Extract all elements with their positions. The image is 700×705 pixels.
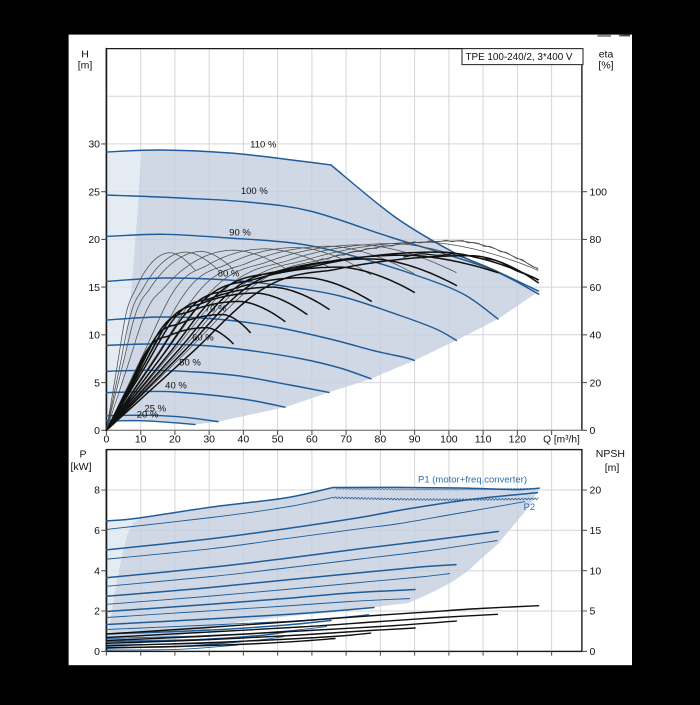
svg-text:70 %: 70 % — [205, 304, 227, 315]
svg-text:70: 70 — [340, 434, 352, 446]
svg-text:60 %: 60 % — [192, 333, 214, 344]
svg-text:5: 5 — [94, 377, 100, 389]
svg-text:20: 20 — [590, 377, 602, 389]
svg-text:8: 8 — [94, 485, 100, 497]
svg-text:60: 60 — [306, 434, 318, 446]
svg-text:80: 80 — [375, 434, 387, 446]
svg-text:NPSH: NPSH — [596, 448, 625, 460]
svg-text:100: 100 — [440, 434, 458, 446]
svg-text:Q [m³/h]: Q [m³/h] — [543, 435, 580, 446]
svg-text:100 %: 100 % — [241, 186, 268, 197]
svg-text:H: H — [81, 49, 89, 61]
svg-text:110: 110 — [475, 434, 492, 446]
svg-text:[kW]: [kW] — [71, 461, 92, 473]
svg-text:10: 10 — [135, 434, 147, 446]
svg-text:0: 0 — [94, 646, 100, 658]
svg-text:110 %: 110 % — [250, 139, 277, 150]
svg-text:15: 15 — [590, 525, 602, 537]
svg-text:40: 40 — [238, 434, 250, 446]
svg-text:20 %: 20 % — [137, 410, 159, 421]
svg-text:30: 30 — [88, 139, 100, 151]
svg-text:[m]: [m] — [78, 59, 93, 71]
svg-text:50: 50 — [272, 434, 284, 446]
svg-text:0: 0 — [590, 425, 596, 437]
svg-text:P: P — [79, 449, 86, 461]
svg-text:20: 20 — [169, 434, 181, 446]
svg-text:2: 2 — [94, 606, 100, 618]
svg-text:90 %: 90 % — [229, 228, 251, 239]
svg-text:80: 80 — [590, 234, 602, 246]
svg-text:[m]: [m] — [605, 462, 620, 474]
svg-text:TPE 100-240/2, 3*400 V: TPE 100-240/2, 3*400 V — [465, 52, 572, 63]
svg-text:[%]: [%] — [598, 59, 613, 71]
svg-text:80 %: 80 % — [218, 268, 240, 279]
svg-text:90: 90 — [409, 434, 421, 446]
svg-text:eta: eta — [599, 49, 614, 61]
svg-text:50 %: 50 % — [179, 358, 201, 369]
svg-text:P2: P2 — [523, 502, 535, 513]
svg-text:120: 120 — [509, 434, 527, 446]
svg-text:20: 20 — [590, 485, 602, 497]
svg-text:15: 15 — [88, 282, 100, 294]
svg-text:30: 30 — [203, 434, 215, 446]
svg-text:P1 (motor+freq.converter): P1 (motor+freq.converter) — [418, 474, 527, 485]
svg-text:25 %: 25 % — [144, 403, 166, 414]
svg-text:0: 0 — [590, 646, 596, 658]
svg-text:40: 40 — [590, 330, 602, 342]
svg-text:25: 25 — [88, 186, 100, 198]
svg-text:0: 0 — [103, 434, 109, 446]
svg-text:10: 10 — [88, 330, 100, 342]
svg-text:40 %: 40 % — [165, 381, 187, 392]
svg-text:20: 20 — [88, 234, 100, 246]
svg-text:5: 5 — [590, 606, 596, 618]
svg-text:6: 6 — [94, 525, 100, 537]
svg-text:10: 10 — [590, 565, 602, 577]
svg-text:60: 60 — [590, 282, 602, 294]
svg-text:0: 0 — [94, 425, 100, 437]
svg-text:100: 100 — [590, 186, 608, 198]
svg-text:4: 4 — [94, 565, 100, 577]
